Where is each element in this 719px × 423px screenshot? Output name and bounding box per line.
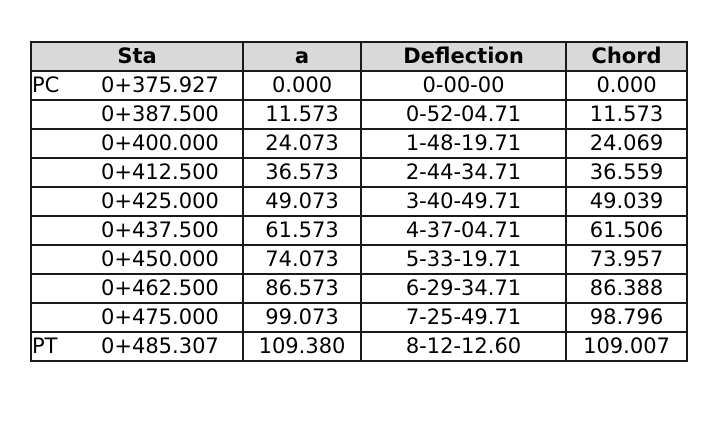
chord-cell: 73.957 (565, 244, 688, 275)
point-label-cell (30, 273, 101, 304)
deflection-cell: 7-25-49.71 (360, 302, 567, 333)
point-label-cell: PT (30, 331, 101, 362)
arc-length-cell: 0.000 (242, 70, 362, 101)
table-row: 0+425.000 49.073 3-40-49.71 49.039 (30, 186, 688, 217)
arc-length-cell: 61.573 (242, 215, 362, 246)
point-label-cell (30, 186, 101, 217)
station-cell: 0+450.000 (101, 244, 244, 275)
arc-length-cell: 99.073 (242, 302, 362, 333)
chord-cell: 36.559 (565, 157, 688, 188)
station-cell: 0+462.500 (101, 273, 244, 304)
arc-length-cell: 49.073 (242, 186, 362, 217)
table-row: 0+462.500 86.573 6-29-34.71 86.388 (30, 273, 688, 304)
curve-stakeout-table: Sta a Deflection Chord PC 0+375.927 0.000 0… (30, 41, 688, 362)
chord-cell: 86.388 (565, 273, 688, 304)
chord-cell: 109.007 (565, 331, 688, 362)
station-cell: 0+375.927 (101, 70, 244, 101)
station-cell: 0+400.000 (101, 128, 244, 159)
table-row: 0+450.000 74.073 5-33-19.71 73.957 (30, 244, 688, 275)
point-label-cell: PC (30, 70, 101, 101)
table-row: 0+437.500 61.573 4-37-04.71 61.506 (30, 215, 688, 246)
point-label-cell (30, 128, 101, 159)
table-row: PT 0+485.307 109.380 8-12-12.60 109.007 (30, 331, 688, 362)
table-header-row: Sta a Deflection Chord (30, 41, 688, 72)
deflection-cell: 6-29-34.71 (360, 273, 567, 304)
station-cell: 0+387.500 (101, 99, 244, 130)
deflection-cell: 0-52-04.71 (360, 99, 567, 130)
point-label-cell (30, 157, 101, 188)
deflection-cell: 3-40-49.71 (360, 186, 567, 217)
table-body: PC 0+375.927 0.000 0-00-00 0.000 0+387.500 11.… (30, 70, 688, 362)
header-a: a (242, 41, 362, 72)
chord-cell: 0.000 (565, 70, 688, 101)
header-chord: Chord (565, 41, 688, 72)
station-cell: 0+412.500 (101, 157, 244, 188)
deflection-cell: 2-44-34.71 (360, 157, 567, 188)
station-cell: 0+437.500 (101, 215, 244, 246)
chord-cell: 11.573 (565, 99, 688, 130)
table-row: 0+475.000 99.073 7-25-49.71 98.796 (30, 302, 688, 333)
chord-cell: 61.506 (565, 215, 688, 246)
point-label-cell (30, 99, 101, 130)
arc-length-cell: 74.073 (242, 244, 362, 275)
deflection-cell: 1-48-19.71 (360, 128, 567, 159)
arc-length-cell: 86.573 (242, 273, 362, 304)
header-sta: Sta (30, 41, 244, 72)
point-label-cell (30, 244, 101, 275)
chord-cell: 49.039 (565, 186, 688, 217)
deflection-cell: 5-33-19.71 (360, 244, 567, 275)
deflection-cell: 8-12-12.60 (360, 331, 567, 362)
station-cell: 0+425.000 (101, 186, 244, 217)
arc-length-cell: 11.573 (242, 99, 362, 130)
arc-length-cell: 36.573 (242, 157, 362, 188)
table-row: PC 0+375.927 0.000 0-00-00 0.000 (30, 70, 688, 101)
table-row: 0+387.500 11.573 0-52-04.71 11.573 (30, 99, 688, 130)
chord-cell: 24.069 (565, 128, 688, 159)
arc-length-cell: 109.380 (242, 331, 362, 362)
point-label-cell (30, 302, 101, 333)
table-row: 0+412.500 36.573 2-44-34.71 36.559 (30, 157, 688, 188)
deflection-cell: 4-37-04.71 (360, 215, 567, 246)
station-cell: 0+485.307 (101, 331, 244, 362)
chord-cell: 98.796 (565, 302, 688, 333)
table-row: 0+400.000 24.073 1-48-19.71 24.069 (30, 128, 688, 159)
deflection-cell: 0-00-00 (360, 70, 567, 101)
point-label-cell (30, 215, 101, 246)
header-deflection: Deflection (360, 41, 567, 72)
arc-length-cell: 24.073 (242, 128, 362, 159)
station-cell: 0+475.000 (101, 302, 244, 333)
